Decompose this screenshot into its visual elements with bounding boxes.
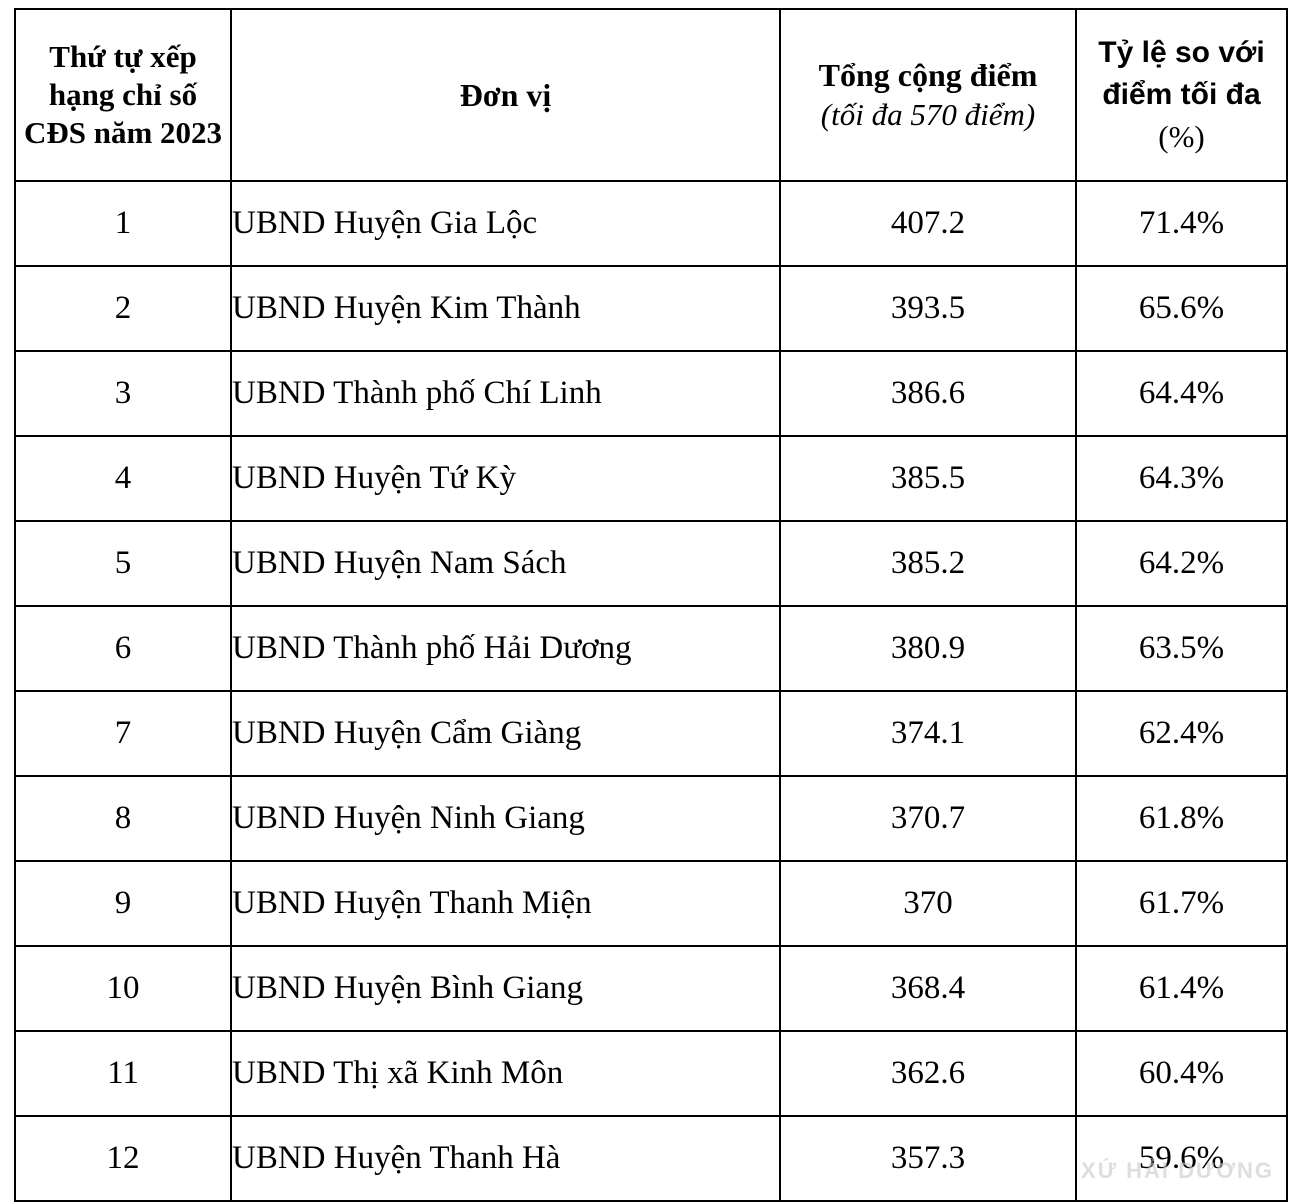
unit-name-cell: UBND Huyện Nam Sách (230, 520, 781, 607)
unit-name-cell: UBND Thành phố Chí Linh (230, 350, 781, 437)
score-cell: 370.7 (779, 775, 1077, 862)
ratio-cell: 71.4% (1075, 180, 1288, 267)
table-row: 1 UBND Huyện Gia Lộc 407.2 71.4% (14, 180, 1288, 267)
score-cell: 357.3 (779, 1115, 1077, 1202)
table-row: 8 UBND Huyện Ninh Giang 370.7 61.8% (14, 775, 1288, 862)
rank-cell: 11 (14, 1030, 232, 1117)
table-row: 4 UBND Huyện Tứ Kỳ 385.5 64.3% (14, 435, 1288, 522)
score-cell: 362.6 (779, 1030, 1077, 1117)
score-header-label: Tổng cộng điểm (818, 57, 1038, 93)
ratio-cell: 61.7% (1075, 860, 1288, 947)
score-cell: 407.2 (779, 180, 1077, 267)
unit-name-cell: UBND Huyện Tứ Kỳ (230, 435, 781, 522)
score-cell: 368.4 (779, 945, 1077, 1032)
score-cell: 380.9 (779, 605, 1077, 692)
table-row: 9 UBND Huyện Thanh Miện 370 61.7% (14, 860, 1288, 947)
unit-name-cell: UBND Thành phố Hải Dương (230, 605, 781, 692)
ratio-header: Tỷ lệ so với điểm tối đa (%) (1075, 8, 1288, 182)
ratio-cell: 62.4% (1075, 690, 1288, 777)
unit-header: Đơn vị (230, 8, 781, 182)
ratio-cell: 59.6% (1075, 1115, 1288, 1202)
table-row: 5 UBND Huyện Nam Sách 385.2 64.2% (14, 520, 1288, 607)
ratio-cell: 64.4% (1075, 350, 1288, 437)
rank-cell: 6 (14, 605, 232, 692)
table-row: 2 UBND Huyện Kim Thành 393.5 65.6% (14, 265, 1288, 352)
ratio-header-label: Tỷ lệ so với điểm tối đa (1098, 35, 1265, 111)
unit-name-cell: UBND Huyện Ninh Giang (230, 775, 781, 862)
score-cell: 386.6 (779, 350, 1077, 437)
unit-name-cell: UBND Thị xã Kinh Môn (230, 1030, 781, 1117)
rank-cell: 10 (14, 945, 232, 1032)
watermark: XỨ HẢI DƯƠNG (1081, 1158, 1274, 1183)
ratio-cell: 64.3% (1075, 435, 1288, 522)
ratio-cell: 60.4% (1075, 1030, 1288, 1117)
score-cell: 370 (779, 860, 1077, 947)
table-row: 12 UBND Huyện Thanh Hà 357.3 59.6% (14, 1115, 1288, 1202)
ratio-cell: 63.5% (1075, 605, 1288, 692)
rank-cell: 5 (14, 520, 232, 607)
table-row: 6 UBND Thành phố Hải Dương 380.9 63.5% (14, 605, 1288, 692)
rank-cell: 2 (14, 265, 232, 352)
score-cell: 374.1 (779, 690, 1077, 777)
ratio-cell: 64.2% (1075, 520, 1288, 607)
header-row: Thứ tự xếp hạng chỉ số CĐS năm 2023 Đơn … (14, 8, 1288, 182)
rank-cell: 3 (14, 350, 232, 437)
rank-cell: 4 (14, 435, 232, 522)
unit-name-cell: UBND Huyện Bình Giang (230, 945, 781, 1032)
table-row: 10 UBND Huyện Bình Giang 368.4 61.4% (14, 945, 1288, 1032)
rank-cell: 1 (14, 180, 232, 267)
unit-name-cell: UBND Huyện Thanh Hà (230, 1115, 781, 1202)
rank-cell: 8 (14, 775, 232, 862)
rank-cell: 12 (14, 1115, 232, 1202)
unit-name-cell: UBND Huyện Cẩm Giàng (230, 690, 781, 777)
score-cell: 393.5 (779, 265, 1077, 352)
ratio-cell: 61.8% (1075, 775, 1288, 862)
rank-cell: 9 (14, 860, 232, 947)
score-cell: 385.2 (779, 520, 1077, 607)
table-row: 11 UBND Thị xã Kinh Môn 362.6 60.4% (14, 1030, 1288, 1117)
rank-cell: 7 (14, 690, 232, 777)
score-header-max-note: (tối đa 570 điểm) (820, 97, 1036, 132)
ratio-cell: 61.4% (1075, 945, 1288, 1032)
unit-name-cell: UBND Huyện Gia Lộc (230, 180, 781, 267)
table-row: 3 UBND Thành phố Chí Linh 386.6 64.4% (14, 350, 1288, 437)
ratio-cell: 65.6% (1075, 265, 1288, 352)
unit-name-cell: UBND Huyện Kim Thành (230, 265, 781, 352)
ratio-header-unit: (%) (1158, 118, 1205, 154)
rank-header: Thứ tự xếp hạng chỉ số CĐS năm 2023 (14, 8, 232, 182)
ranking-table: Thứ tự xếp hạng chỉ số CĐS năm 2023 Đơn … (14, 8, 1288, 1202)
score-header: Tổng cộng điểm (tối đa 570 điểm) (779, 8, 1077, 182)
score-cell: 385.5 (779, 435, 1077, 522)
table-row: 7 UBND Huyện Cẩm Giàng 374.1 62.4% (14, 690, 1288, 777)
unit-name-cell: UBND Huyện Thanh Miện (230, 860, 781, 947)
table-body: 1 UBND Huyện Gia Lộc 407.2 71.4% 2 UBND Huyện… (14, 180, 1288, 1202)
